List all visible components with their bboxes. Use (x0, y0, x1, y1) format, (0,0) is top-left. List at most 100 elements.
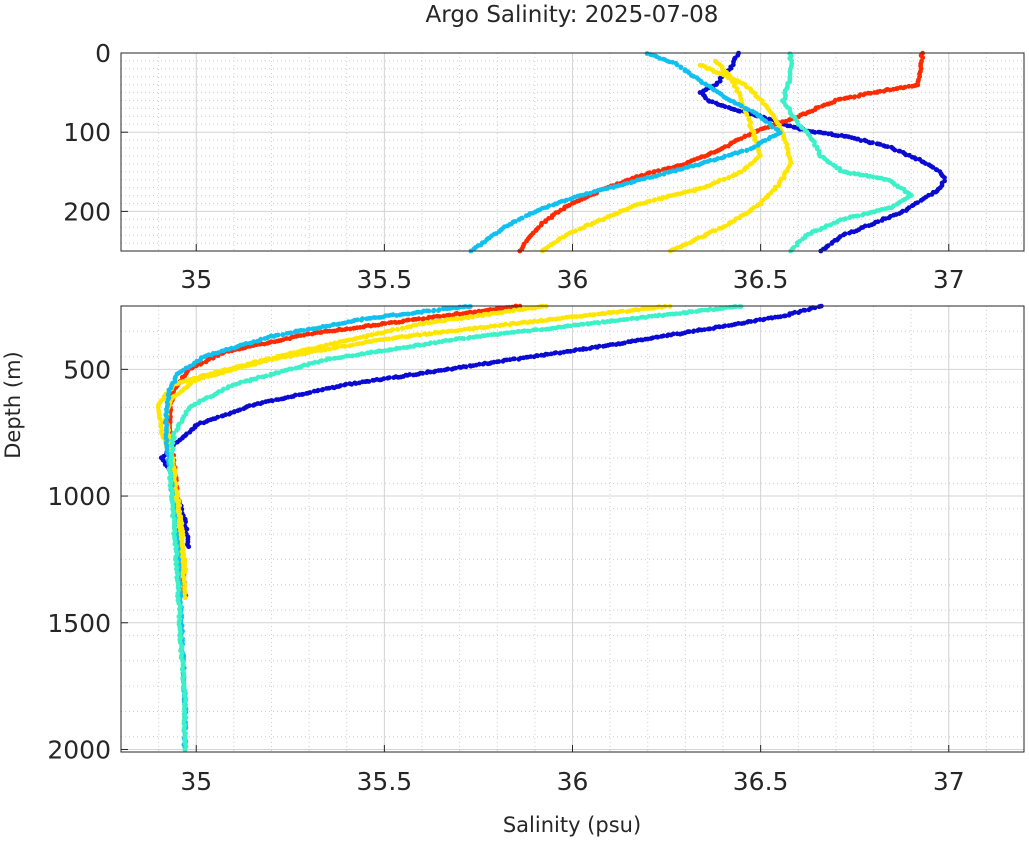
data-point (179, 521, 185, 526)
y-tick-label: 1500 (47, 609, 111, 638)
data-point (744, 148, 749, 154)
top-panel-ticks: 35 35.5 36 36.5 37 0 100 200 (63, 39, 964, 294)
data-point (600, 217, 606, 223)
data-point (370, 377, 376, 383)
data-point (657, 56, 663, 61)
data-point (395, 326, 400, 332)
data-point (280, 332, 286, 338)
data-point (182, 595, 188, 600)
data-point (348, 326, 353, 332)
data-point (787, 123, 793, 129)
data-point (324, 386, 329, 391)
bottom-panel: 35 35.5 36 36.5 37 500 1000 1500 2000 (47, 303, 1025, 796)
data-point (225, 385, 231, 391)
data-point (818, 227, 823, 233)
data-point (342, 382, 347, 388)
data-point (252, 362, 258, 367)
data-point (881, 88, 887, 94)
data-point (259, 374, 265, 380)
data-point (441, 313, 446, 319)
x-tick-label: 36 (557, 767, 589, 796)
data-point (331, 356, 337, 361)
data-point (786, 312, 792, 318)
y-tick-label: 0 (95, 39, 111, 68)
data-point (432, 340, 437, 346)
data-point (456, 364, 462, 370)
data-point (226, 411, 232, 417)
data-point (293, 365, 299, 371)
data-point (326, 346, 332, 352)
data-point (629, 316, 634, 321)
x-tick-label: 36.5 (733, 767, 789, 796)
data-point (390, 336, 396, 341)
data-point (769, 124, 775, 130)
data-point (726, 175, 731, 181)
data-point (744, 112, 750, 117)
data-point (703, 307, 708, 313)
data-point (659, 334, 664, 339)
data-point (471, 334, 476, 340)
data-point (305, 362, 310, 368)
data-point (184, 378, 190, 384)
series-float-5 (468, 51, 783, 254)
data-point (660, 313, 666, 319)
y-tick-label: 500 (63, 355, 111, 384)
data-point (666, 170, 671, 175)
x-tick-label: 37 (933, 767, 965, 796)
data-point (711, 326, 716, 331)
data-point (274, 356, 280, 361)
data-point (726, 153, 732, 158)
data-point (885, 144, 890, 150)
data-point (403, 334, 408, 340)
data-point (538, 327, 544, 333)
data-point (653, 173, 659, 179)
data-point (739, 103, 744, 109)
data-point (852, 171, 858, 177)
data-point (421, 331, 427, 337)
data-point (879, 218, 885, 223)
data-point (848, 171, 853, 177)
data-point (459, 316, 464, 321)
data-point (182, 747, 188, 752)
data-point (262, 336, 268, 341)
data-point (354, 352, 359, 358)
data-point (365, 350, 370, 356)
data-point (531, 354, 537, 360)
data-point (270, 357, 275, 362)
data-point (702, 185, 708, 190)
data-point (309, 331, 315, 337)
data-point (664, 195, 669, 200)
data-point (661, 171, 667, 177)
data-point (331, 345, 337, 351)
data-point (399, 325, 405, 331)
data-point (543, 318, 549, 323)
data-point (516, 356, 522, 362)
data-point (250, 403, 256, 408)
data-point (640, 306, 645, 312)
data-point (347, 343, 352, 349)
data-point (860, 172, 866, 178)
data-point (155, 404, 161, 410)
data-point (588, 222, 594, 228)
data-point (600, 343, 606, 349)
data-point (763, 119, 769, 124)
data-point (799, 125, 805, 131)
data-point (851, 94, 857, 100)
data-point (424, 320, 430, 325)
data-point (274, 397, 279, 402)
data-point (410, 317, 416, 323)
data-point (476, 308, 482, 314)
data-point (201, 420, 207, 426)
data-point (866, 223, 872, 229)
data-point (385, 375, 391, 381)
data-point (255, 338, 260, 344)
data-point (856, 93, 862, 99)
data-point (401, 345, 406, 350)
data-point (794, 242, 800, 248)
data-point (827, 222, 833, 228)
data-point (424, 370, 430, 376)
data-point (690, 329, 696, 334)
bottom-panel-points (155, 303, 824, 752)
data-point (892, 147, 898, 153)
data-point (467, 363, 473, 368)
